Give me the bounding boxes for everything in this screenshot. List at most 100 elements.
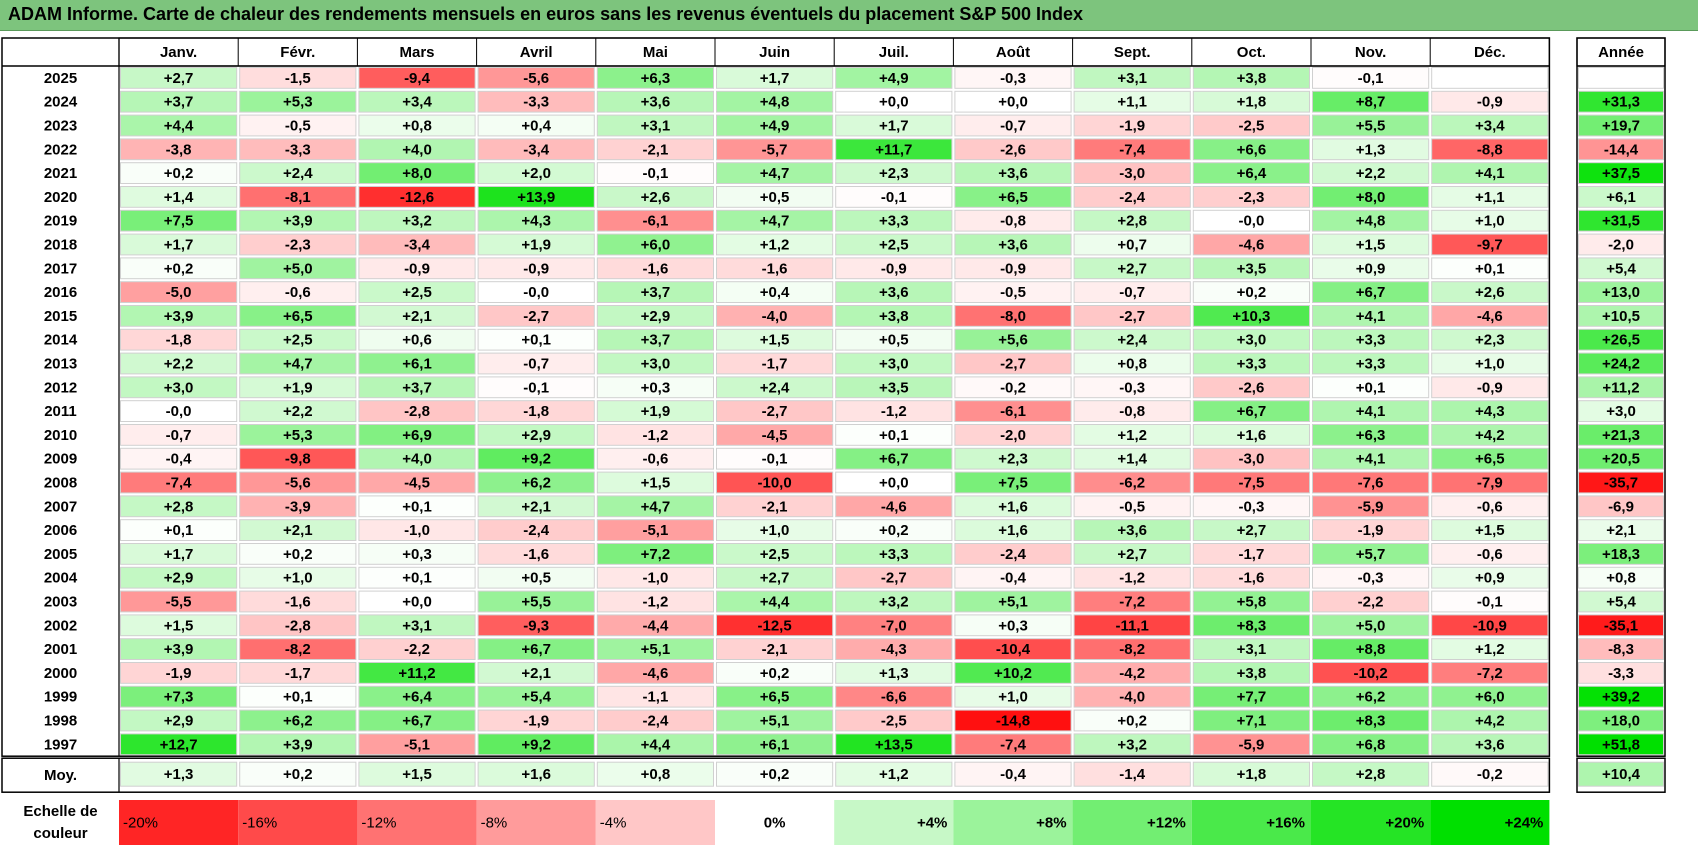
cell-value: +5,6 [998,332,1028,349]
heatmap-cell [120,590,238,613]
cell-value: +4,9 [760,117,790,134]
cell-value: +0,2 [164,260,194,277]
average-cell [120,761,238,787]
cell-value: -6,1 [642,213,668,230]
heatmap-cell [596,709,714,732]
heatmap-cell [1073,233,1191,256]
year-label: 2009 [44,451,77,468]
cell-value: -0,9 [404,260,430,277]
heatmap-cell [120,376,238,399]
cell-value: +1,0 [283,570,313,587]
cell-value: -1,7 [762,355,788,372]
year-label: 2018 [44,236,77,253]
heatmap-cell [120,281,238,304]
heatmap-cell [1312,257,1430,280]
heatmap-cell [954,209,1072,232]
scale-swatch [357,800,477,845]
cell-value: -0,4 [1000,570,1027,587]
cell-value: +9,2 [521,451,551,468]
cell-value: +3,6 [1475,736,1505,753]
heatmap-cell [477,186,595,208]
cell-value: -1,7 [285,665,311,682]
annual-cell [1578,638,1664,661]
cell-value: +1,3 [879,665,909,682]
cell-value: -7,4 [1119,141,1146,158]
heatmap-cell [1312,447,1430,470]
cell-value: +1,7 [879,117,909,134]
heatmap-cell [120,471,238,494]
cell-value: +2,4 [1117,332,1147,349]
heatmap-cell [1431,519,1549,542]
cell-value: +0,5 [521,570,551,587]
cell-value: +3,3 [879,546,909,563]
heatmap-cell [358,138,476,161]
annual-value: -14,4 [1604,141,1639,158]
heatmap-cell [120,305,238,327]
cell-value: +3,7 [641,332,671,349]
heatmap-cell [835,90,953,113]
heatmap-cell [358,352,476,375]
heatmap-cell [716,376,834,399]
cell-value: +6,1 [760,736,790,753]
cell-value: +6,4 [1237,165,1267,182]
heatmap-cell [954,400,1072,423]
heatmap-cell [716,162,834,184]
cell-value: +6,7 [402,712,432,729]
heatmap-cell [716,281,834,304]
cell-value: +11,2 [398,665,435,682]
cell-value: -1,9 [166,665,192,682]
cell-value: +2,5 [283,332,313,349]
month-header: Juin [759,44,790,61]
cell-value: -6,1 [1000,403,1026,420]
heatmap-cell [716,352,834,375]
heatmap-cell [1073,709,1191,732]
annual-cell [1578,281,1664,304]
cell-value: -2,7 [762,403,788,420]
heatmap-cell [596,495,714,518]
cell-value: -0,7 [1119,284,1145,301]
heatmap-cell [1073,305,1191,327]
cell-value: +0,1 [402,570,432,587]
annual-value: +24,2 [1602,355,1640,372]
heatmap-cell [1192,662,1311,684]
cell-value: +2,5 [402,284,432,301]
heatmap-cell [835,138,953,161]
cell-value: -3,0 [1119,165,1145,182]
heatmap-cell [835,233,953,256]
heatmap-cell [1312,138,1430,161]
heatmap-cell [1431,400,1549,423]
heatmap-cell [1431,566,1549,589]
average-cell [716,761,834,787]
year-label: 2013 [44,355,77,372]
cell-value: +0,1 [402,498,432,515]
heatmap-cell [716,186,834,208]
heatmap-cell [716,543,834,565]
heatmap-cell [954,186,1072,208]
cell-value: +6,5 [760,689,790,706]
cell-value: +11,7 [875,141,912,158]
heatmap-cell [1192,67,1311,89]
title-bar: ADAM Informe. Carte de chaleur des rende… [0,0,1698,31]
cell-value: -14,8 [996,712,1030,729]
cell-value: -0,9 [1477,94,1503,111]
scale-swatch [238,800,358,845]
cell-value: +2,4 [283,165,313,182]
heatmap-cell [358,638,476,661]
heatmap-cell [596,447,714,470]
heatmap-cell [596,352,714,375]
heatmap-cell [596,138,714,161]
heatmap-cell [1312,733,1430,756]
heatmap-cell [835,186,953,208]
cell-value: -0,4 [166,451,193,468]
heatmap-cell [358,495,476,518]
heatmap-cell [358,733,476,756]
heatmap-cell [358,257,476,280]
heatmap-cell [596,281,714,304]
cell-value: +0,1 [1356,379,1386,396]
heatmap-cell [1192,352,1311,375]
cell-value: +4,8 [1356,213,1386,230]
average-value: +0,2 [283,766,313,783]
annual-value: +10,5 [1602,308,1640,325]
heatmap-cell [1431,257,1549,280]
month-header: Juil. [879,44,909,61]
